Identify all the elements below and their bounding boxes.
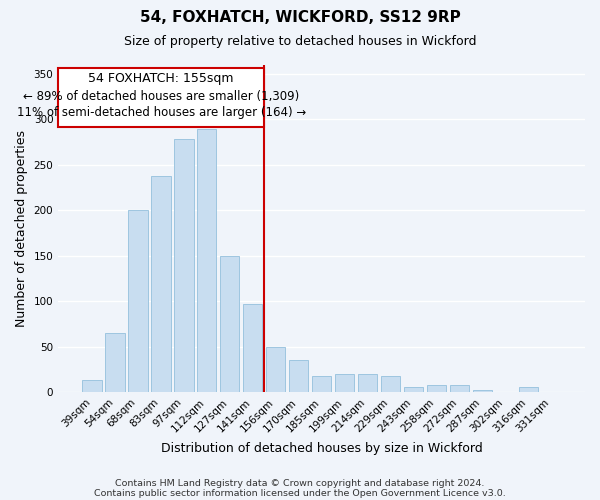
- Bar: [243, 304, 262, 392]
- Text: ← 89% of detached houses are smaller (1,309): ← 89% of detached houses are smaller (1,…: [23, 90, 299, 102]
- Text: Contains public sector information licensed under the Open Government Licence v3: Contains public sector information licen…: [94, 488, 506, 498]
- Bar: [128, 210, 148, 392]
- Bar: [427, 384, 446, 392]
- Bar: [151, 176, 170, 392]
- Text: Contains HM Land Registry data © Crown copyright and database right 2024.: Contains HM Land Registry data © Crown c…: [115, 478, 485, 488]
- Bar: [266, 346, 286, 392]
- Bar: [105, 333, 125, 392]
- Bar: [289, 360, 308, 392]
- FancyBboxPatch shape: [58, 68, 264, 127]
- Y-axis label: Number of detached properties: Number of detached properties: [15, 130, 28, 327]
- Bar: [358, 374, 377, 392]
- Text: Size of property relative to detached houses in Wickford: Size of property relative to detached ho…: [124, 35, 476, 48]
- Text: 54 FOXHATCH: 155sqm: 54 FOXHATCH: 155sqm: [88, 72, 234, 85]
- Text: 11% of semi-detached houses are larger (164) →: 11% of semi-detached houses are larger (…: [17, 106, 306, 119]
- Bar: [174, 140, 194, 392]
- Text: 54, FOXHATCH, WICKFORD, SS12 9RP: 54, FOXHATCH, WICKFORD, SS12 9RP: [140, 10, 460, 25]
- Bar: [82, 380, 101, 392]
- Bar: [335, 374, 355, 392]
- Bar: [473, 390, 492, 392]
- Bar: [197, 128, 217, 392]
- Bar: [312, 376, 331, 392]
- Bar: [220, 256, 239, 392]
- Bar: [381, 376, 400, 392]
- Bar: [518, 388, 538, 392]
- Bar: [404, 388, 423, 392]
- Bar: [449, 384, 469, 392]
- X-axis label: Distribution of detached houses by size in Wickford: Distribution of detached houses by size …: [161, 442, 482, 455]
